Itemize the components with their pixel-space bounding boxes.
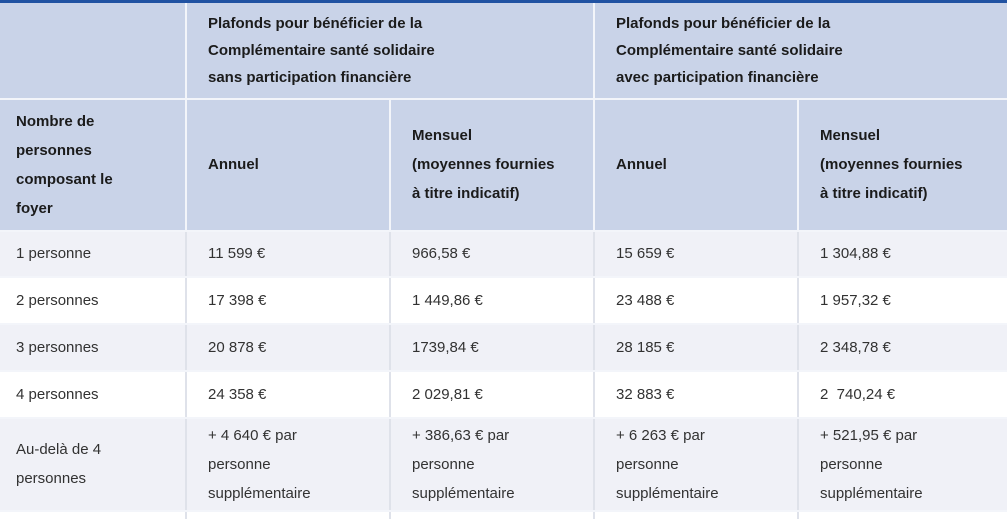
group-header-row: Plafonds pour bénéficier de la Complémen… bbox=[0, 1, 1007, 100]
col-header-mensuel-avec: Mensuel (moyennes fournies à titre indic… bbox=[798, 98, 1007, 232]
value-cell-annuel-sans: 20 878 € bbox=[186, 323, 391, 372]
col-header-annuel-sans: Annuel bbox=[186, 98, 391, 232]
row-header-cell: Au-delà de 4 personnes bbox=[0, 417, 187, 512]
value-cell-annuel-sans: 11 599 € bbox=[186, 230, 391, 278]
value-cell-annuel-avec: 32 883 € bbox=[594, 370, 799, 419]
value-cell-mensuel-avec: 1 304,88 € bbox=[798, 230, 1007, 278]
cutoff-cell bbox=[594, 510, 799, 519]
value-cell-mensuel-avec: 2 348,78 € bbox=[798, 323, 1007, 372]
value-cell-mensuel-sans: 1739,84 € bbox=[390, 323, 595, 372]
value-cell-mensuel-sans: 1 449,86 € bbox=[390, 276, 595, 325]
row-header-cell: 4 personnes bbox=[0, 370, 187, 419]
value-cell-annuel-sans: + 4 640 € par personne supplémentaire bbox=[186, 417, 391, 512]
row-header-cell: 3 personnes bbox=[0, 323, 187, 372]
table-row-3-personnes: 3 personnes 20 878 € 1739,84 € 28 185 € … bbox=[0, 323, 1007, 372]
table-row-au-dela-4-personnes: Au-delà de 4 personnes + 4 640 € par per… bbox=[0, 417, 1007, 512]
value-cell-mensuel-sans: + 386,63 € par personne supplémentaire bbox=[390, 417, 595, 512]
row-header-cell: 2 personnes bbox=[0, 276, 187, 325]
row-header-cell: 1 personne bbox=[0, 230, 187, 278]
col-header-annuel-avec: Annuel bbox=[594, 98, 799, 232]
value-cell-mensuel-sans: 2 029,81 € bbox=[390, 370, 595, 419]
value-cell-annuel-avec: 28 185 € bbox=[594, 323, 799, 372]
cutoff-cell bbox=[390, 510, 595, 519]
cutoff-cell bbox=[0, 510, 187, 519]
value-cell-annuel-avec: + 6 263 € par personne supplémentaire bbox=[594, 417, 799, 512]
group-header-sans-participation: Plafonds pour bénéficier de la Complémen… bbox=[186, 1, 595, 100]
table-row-2-personnes: 2 personnes 17 398 € 1 449,86 € 23 488 €… bbox=[0, 276, 1007, 325]
col-header-foyer: Nombre de personnes composant le foyer bbox=[0, 98, 187, 232]
value-cell-annuel-avec: 15 659 € bbox=[594, 230, 799, 278]
value-cell-mensuel-avec: + 521,95 € par personne supplémentaire bbox=[798, 417, 1007, 512]
value-cell-annuel-sans: 24 358 € bbox=[186, 370, 391, 419]
value-cell-mensuel-sans: 966,58 € bbox=[390, 230, 595, 278]
cutoff-cell bbox=[798, 510, 1007, 519]
table-row-4-personnes: 4 personnes 24 358 € 2 029,81 € 32 883 €… bbox=[0, 370, 1007, 419]
value-cell-annuel-sans: 17 398 € bbox=[186, 276, 391, 325]
column-header-row: Nombre de personnes composant le foyer A… bbox=[0, 98, 1007, 232]
group-header-avec-participation: Plafonds pour bénéficier de la Complémen… bbox=[594, 1, 1007, 100]
value-cell-mensuel-avec: 1 957,32 € bbox=[798, 276, 1007, 325]
col-header-mensuel-sans: Mensuel (moyennes fournies à titre indic… bbox=[390, 98, 595, 232]
corner-cell bbox=[0, 1, 187, 100]
value-cell-annuel-avec: 23 488 € bbox=[594, 276, 799, 325]
value-cell-mensuel-avec: 2 740,24 € bbox=[798, 370, 1007, 419]
cutoff-row bbox=[0, 510, 1007, 519]
table-row-1-personne: 1 personne 11 599 € 966,58 € 15 659 € 1 … bbox=[0, 230, 1007, 278]
cutoff-cell bbox=[186, 510, 391, 519]
